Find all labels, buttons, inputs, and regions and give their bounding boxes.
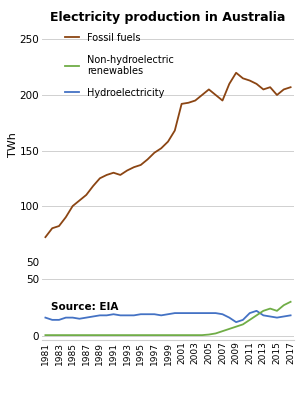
Y-axis label: TWh: TWh bbox=[8, 132, 18, 158]
Legend: Fossil fuels, Non-hydroelectric
renewables, Hydroelectricity: Fossil fuels, Non-hydroelectric renewabl… bbox=[64, 33, 174, 98]
Title: Electricity production in Australia: Electricity production in Australia bbox=[50, 11, 286, 24]
Text: Source: EIA: Source: EIA bbox=[51, 302, 118, 312]
